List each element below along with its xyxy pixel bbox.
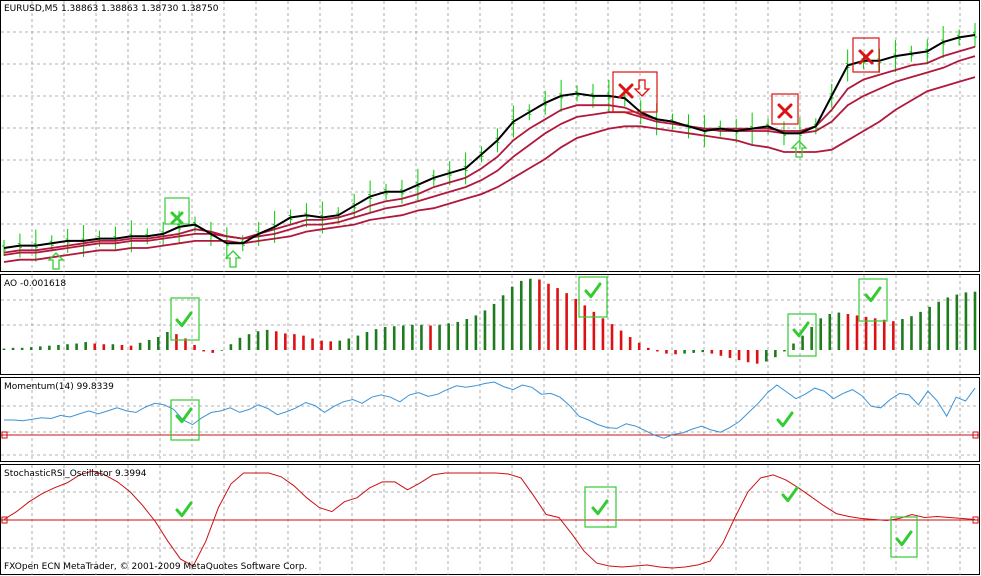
check-icon bbox=[175, 311, 193, 328]
signal-box bbox=[890, 516, 918, 558]
ao-panel bbox=[2, 278, 977, 364]
momentum-header: Momentum(14) 99.8339 bbox=[4, 382, 114, 392]
check-icon bbox=[895, 530, 913, 547]
check-icon bbox=[584, 282, 602, 299]
cross-stroke bbox=[777, 103, 793, 119]
ao-panel-frame bbox=[0, 274, 980, 375]
cross-icon bbox=[618, 83, 634, 99]
signal-box bbox=[578, 276, 608, 318]
signal-box bbox=[852, 37, 880, 73]
check-icon bbox=[776, 411, 794, 428]
price-panel-frame bbox=[0, 0, 980, 272]
momentum-panel bbox=[1, 381, 979, 439]
stoch-panel bbox=[1, 470, 979, 569]
moving-average-line bbox=[3, 76, 976, 263]
signal-box bbox=[787, 313, 817, 357]
level-handle-right bbox=[972, 431, 979, 439]
signal-markers bbox=[47, 37, 918, 558]
price-panel bbox=[2, 23, 977, 263]
check-icon bbox=[591, 499, 609, 516]
down-arrow-icon bbox=[633, 79, 651, 97]
stoch-panel-frame bbox=[0, 464, 980, 575]
signal-box bbox=[858, 278, 888, 322]
cross-stroke bbox=[858, 49, 874, 65]
signal-box bbox=[170, 297, 200, 341]
cross-stroke bbox=[618, 83, 634, 99]
cross-stroke bbox=[170, 211, 184, 225]
check-icon bbox=[781, 486, 799, 503]
momentum-line bbox=[4, 381, 976, 439]
moving-average-line bbox=[3, 55, 976, 256]
stoch-line bbox=[3, 470, 976, 569]
up-arrow-icon bbox=[790, 140, 808, 158]
signal-box bbox=[164, 197, 190, 225]
up-arrow-icon bbox=[224, 250, 242, 268]
check-icon bbox=[864, 286, 882, 303]
level-handle-left bbox=[1, 431, 8, 439]
level-handle-left bbox=[1, 516, 8, 524]
copyright-footer: FXOpen ECN MetaTrader, © 2001-2009 MetaQ… bbox=[4, 562, 307, 572]
signal-box bbox=[170, 399, 200, 441]
check-icon bbox=[792, 321, 810, 338]
price-header: EURUSD,M5 1.38863 1.38863 1.38730 1.3875… bbox=[4, 4, 219, 14]
check-icon bbox=[175, 407, 193, 424]
up-arrow-icon bbox=[47, 252, 65, 270]
cross-icon bbox=[858, 49, 874, 65]
signal-box bbox=[771, 93, 799, 125]
level-handle-right bbox=[972, 516, 979, 524]
signal-box bbox=[612, 71, 658, 113]
ao-header: AO -0.001618 bbox=[4, 279, 66, 289]
cross-icon bbox=[777, 103, 793, 119]
price-line bbox=[3, 34, 976, 249]
stoch-header: StochasticRSI_Oscillator 9.3994 bbox=[4, 469, 147, 479]
signal-box bbox=[584, 486, 617, 528]
cross-icon bbox=[170, 211, 184, 225]
check-icon bbox=[175, 501, 193, 518]
momentum-panel-frame bbox=[0, 377, 980, 462]
